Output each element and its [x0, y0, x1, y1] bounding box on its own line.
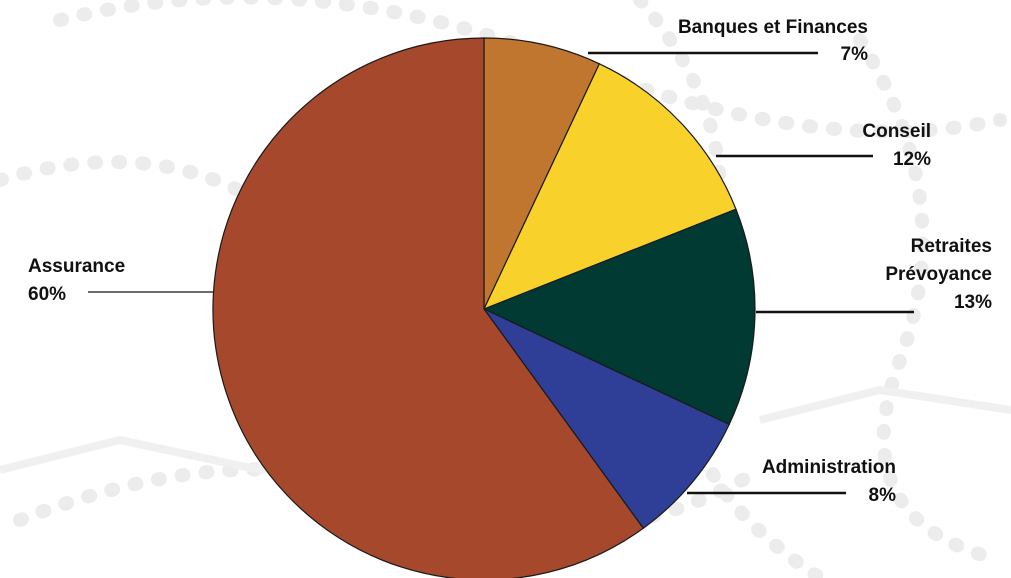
slice-value-label: 12% [893, 149, 931, 170]
slice-label-assurance: Assurance 60% [28, 256, 213, 305]
slice-value-label: 60% [28, 284, 66, 305]
slice-name-label: Banques et Finances [678, 17, 868, 38]
slice-labels: Banques et Finances 7% Conseil 12% Retraites… [28, 17, 992, 506]
slice-name-label: Conseil [862, 121, 931, 142]
slice-name-label: Assurance [28, 256, 125, 277]
pie-slice-administration [483, 308, 731, 530]
slice-label-administration: Administration 8% [687, 457, 896, 506]
slice-name-label: Administration [762, 457, 896, 478]
pie-slices [212, 37, 756, 578]
slice-name-label: Prévoyance [885, 264, 992, 285]
slice-label-banques-et-finances: Banques et Finances 7% [588, 17, 868, 65]
pie-slice-retraites-prévoyance [482, 208, 756, 426]
pie-slice-conseil [482, 62, 737, 311]
slice-label-conseil: Conseil 12% [716, 121, 931, 170]
pie-slice-assurance [212, 37, 645, 578]
slice-name-label: Retraites [911, 236, 992, 257]
slice-value-label: 7% [841, 44, 869, 65]
pie-slice-banques-et-finances [483, 37, 601, 310]
slice-value-label: 13% [954, 292, 992, 313]
slice-label-retraites-prévoyance: Retraites Prévoyance 13% [756, 236, 992, 314]
slice-value-label: 8% [869, 485, 897, 506]
